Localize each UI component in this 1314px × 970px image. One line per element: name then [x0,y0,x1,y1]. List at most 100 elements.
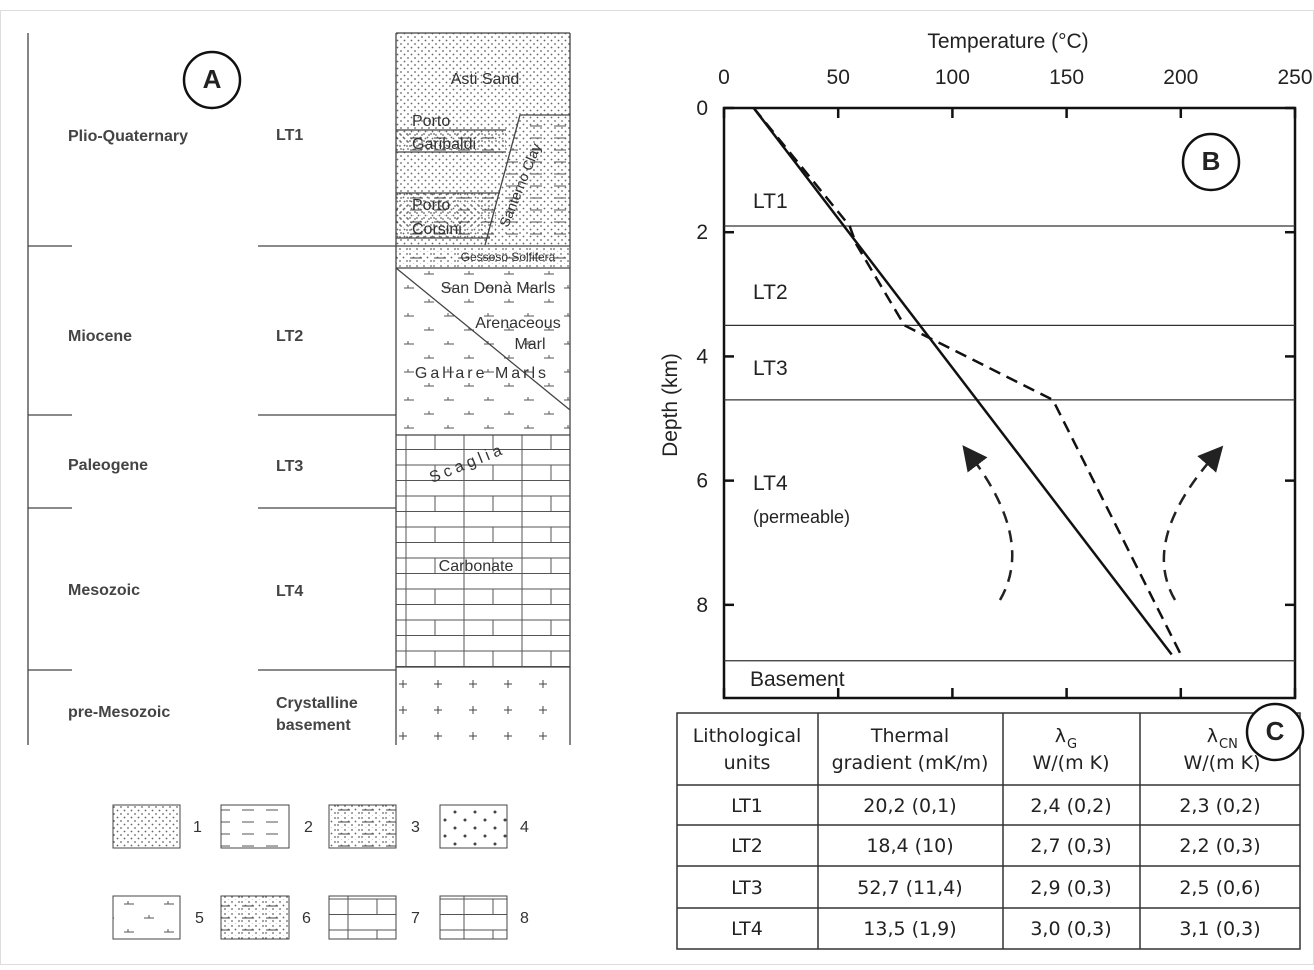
divider [28,245,396,671]
table-cell: 18,4 (10) [866,835,953,857]
unit [396,193,496,238]
panel-a: A Plio-Quaternary Miocene Paleogene Meso… [27,32,571,940]
panel-badge [182,50,242,110]
formation: San Donà Marls [441,280,556,297]
x-tick-label: 250 [1277,66,1312,89]
table-cell: 2,9 (0,3) [1030,877,1111,899]
header-cell: CN [1219,737,1238,752]
header-cell: λ [1055,725,1066,747]
legend-label: 5 [195,910,204,927]
legend-label: 3 [411,819,420,836]
header-cell: G [1067,737,1077,752]
unit-label: LT1 [276,127,303,144]
formation: Carbonate [439,558,514,575]
carbonate [396,435,570,667]
marls [396,268,570,435]
legend-label: 2 [304,819,313,836]
header-cell: units [724,752,771,774]
y-tick-label: 0 [696,97,708,120]
basement [396,667,570,745]
annotation: Basement [750,668,845,691]
legend-label: 7 [411,910,420,927]
unit-label: LT3 [276,458,303,475]
formation: Garibaldi [412,136,476,153]
table-cell: 2,5 (0,6) [1179,877,1260,899]
annotation: LT3 [753,357,788,380]
x-axis-title: Temperature (°C) [927,30,1088,53]
formation: Porto [412,113,450,130]
header-cell: W/(m K) [1183,752,1260,774]
series-line [752,107,1182,656]
y-axis-title: Depth (km) [659,353,682,457]
flow-arrow [962,445,1014,601]
header-cell: gradient (mK/m) [832,752,989,774]
plot-frame [722,106,1297,700]
legend-label: 1 [193,819,202,836]
header-cell: Lithological [693,725,802,747]
formation: Arenaceous [475,315,560,332]
table-cell: 13,5 (1,9) [863,918,956,940]
table-cell: 2,3 (0,2) [1179,795,1260,817]
panel-b: Temperature (°C) Depth (km) LT1 LT2 LT3 … [659,30,1313,700]
annotation: LT4 [753,472,788,495]
pattern-legend [112,804,508,940]
annotation: (permeable) [753,507,850,527]
table-cell: 52,7 (11,4) [857,877,962,899]
legend-label: 6 [302,910,311,927]
formation: Asti Sand [451,71,519,88]
x-tick-label: 0 [718,66,730,89]
legend-label: 4 [520,819,529,836]
unit-label: Crystalline [276,695,358,712]
column-line [395,32,571,745]
formation: Gessoso Solfifera [461,250,556,264]
formation: Porto [412,197,450,214]
unit [396,246,570,268]
header-cell: Thermal [870,725,949,747]
header-cell: λ [1207,725,1218,747]
panel-c: Lithological units Thermal gradient (mK/… [676,702,1305,950]
table-cell: 2,4 (0,2) [1030,795,1111,817]
table-cell: LT1 [731,795,763,817]
age: Plio-Quaternary [68,128,188,145]
age: pre-Mesozoic [68,704,170,721]
panel-label: A [203,64,222,94]
formation: Corsini [412,221,462,238]
unit-label: LT2 [276,328,303,345]
age: Miocene [68,328,132,345]
unit-label: LT4 [276,583,303,600]
clay [485,115,570,245]
table-cell: 3,1 (0,3) [1179,918,1260,940]
formation: Marl [514,336,545,353]
panel-label: C [1266,716,1285,746]
series-line [752,107,1173,656]
annotation: LT1 [753,190,788,213]
panel-badge [1181,132,1241,192]
flow-arrow [1162,445,1224,601]
y-tick-label: 2 [696,221,708,244]
y-tick-label: 4 [696,345,708,368]
table-cell: 2,2 (0,3) [1179,835,1260,857]
y-tick-label: 8 [696,594,708,617]
y-tick-label: 6 [696,470,708,493]
header-cell: W/(m K) [1032,752,1109,774]
formation: Gallare Marls [415,365,549,382]
panel-label: B [1202,146,1221,176]
x-tick-label: 150 [1049,66,1084,89]
legend-label: 8 [520,910,529,927]
x-tick-label: 100 [935,66,970,89]
age: Mesozoic [68,582,140,599]
unit [396,130,506,152]
table-cell: 20,2 (0,1) [863,795,956,817]
table-cell: LT2 [731,835,763,857]
panel-badge [1245,702,1305,762]
table-grid [676,712,1301,950]
table-cell: 2,7 (0,3) [1030,835,1111,857]
table-cell: 3,0 (0,3) [1030,918,1111,940]
table-cell: LT3 [731,877,763,899]
table-cell: LT4 [731,918,763,940]
age: Paleogene [68,457,148,474]
unit-label: basement [276,717,351,734]
annotation: LT2 [753,281,788,304]
x-tick-label: 200 [1163,66,1198,89]
